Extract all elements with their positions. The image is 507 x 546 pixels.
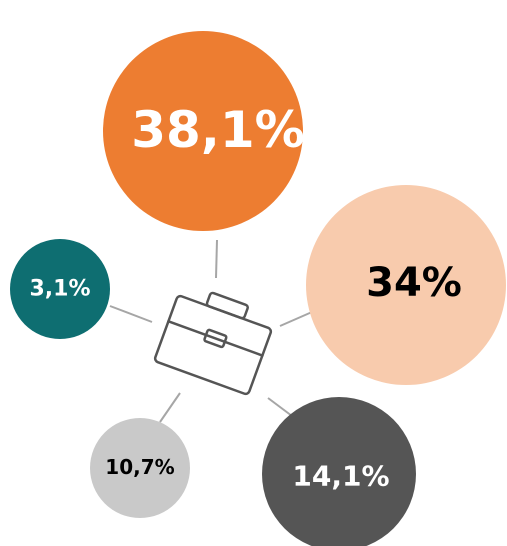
connector: [109, 305, 153, 323]
bubble-label: 14,1%: [292, 460, 389, 493]
bubble-label: 38,1%: [131, 101, 304, 159]
bubble: [10, 239, 110, 339]
connector: [159, 392, 181, 423]
connector: [267, 397, 293, 417]
bubble: [90, 418, 190, 518]
connectors: [109, 239, 313, 423]
bubble-label: 10,7%: [105, 455, 174, 479]
bubble: [262, 397, 416, 546]
bubble-label: 3,1%: [29, 277, 90, 302]
connector: [215, 239, 218, 279]
connector: [279, 311, 313, 327]
bubble-label: 34%: [366, 260, 462, 306]
briefcase-icon: [153, 291, 273, 396]
bubble: [103, 31, 303, 231]
bubble: [306, 185, 506, 385]
